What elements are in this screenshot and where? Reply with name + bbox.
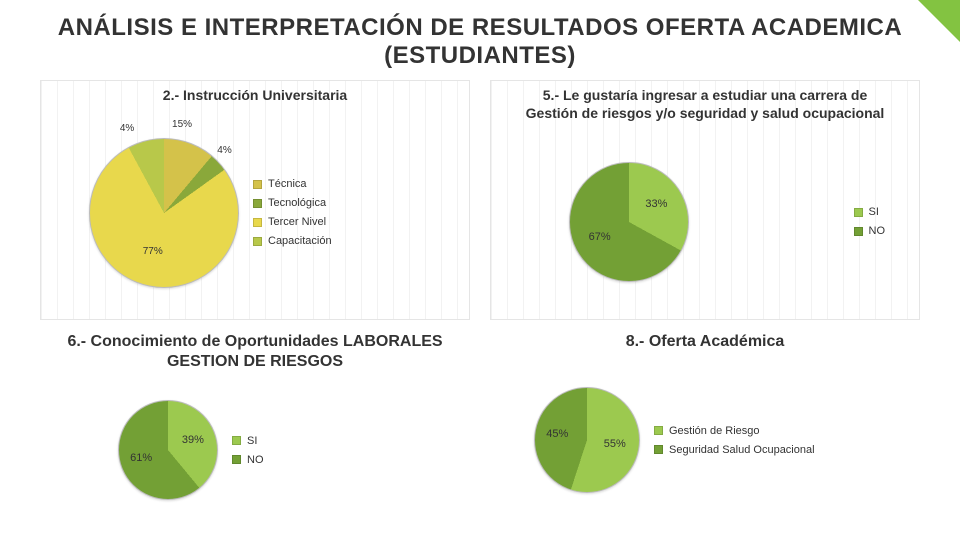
pie-c6: [118, 400, 218, 500]
legend-c6: SI NO: [232, 435, 264, 466]
swatch-icon: [253, 199, 262, 208]
panel-c2: 2.- Instrucción Universitaria 15% 4% 77% 4%…: [40, 80, 470, 320]
pie-slice-label: 39%: [182, 434, 204, 446]
legend-label: NO: [247, 454, 264, 466]
swatch-icon: [654, 426, 663, 435]
legend-label: Seguridad Salud Ocupacional: [669, 444, 815, 456]
swatch-icon: [232, 455, 241, 464]
panel-title-c2: 2.- Instrucción Universitaria: [41, 81, 469, 113]
swatch-icon: [253, 180, 262, 189]
pie-c5: [569, 162, 689, 282]
legend-item: SI: [232, 435, 264, 447]
swatch-icon: [654, 445, 663, 454]
legend-label: SI: [247, 435, 257, 447]
panel-c5: 5.- Le gustaría ingresar a estudiar una …: [490, 80, 920, 320]
panel-title-c6: 6.- Conocimiento de Oportunidades LABORA…: [40, 326, 470, 380]
swatch-icon: [854, 227, 863, 236]
legend-label: Gestión de Riesgo: [669, 425, 760, 437]
legend-c2: Técnica Tecnológica Tercer Nivel Capacit…: [253, 178, 332, 247]
pie-c2: [89, 138, 239, 288]
pie-c8-wrap: 55% 45%: [534, 387, 640, 493]
panel-c6: 6.- Conocimiento de Oportunidades LABORA…: [40, 326, 470, 526]
legend-item: Seguridad Salud Ocupacional: [654, 444, 815, 456]
pie-slice-label: 33%: [645, 198, 667, 210]
page-title: ANÁLISIS E INTERPRETACIÓN DE RESULTADOS …: [0, 0, 960, 76]
legend-label: SI: [869, 206, 879, 218]
pie-slice-label: 4%: [120, 123, 134, 134]
panel-title-c5: 5.- Le gustaría ingresar a estudiar una …: [491, 81, 919, 130]
pie-slice-label: 55%: [604, 438, 626, 450]
legend-item: Capacitación: [253, 235, 332, 247]
legend-label: Capacitación: [268, 235, 332, 247]
pie-slice-label: 15%: [172, 119, 192, 130]
legend-item: SI: [854, 206, 886, 218]
pie-c5-wrap: 33% 67%: [569, 162, 689, 282]
pie-slice-label: 77%: [143, 246, 163, 257]
legend-item: Técnica: [253, 178, 332, 190]
pie-slice-label: 4%: [217, 145, 231, 156]
legend-item: NO: [232, 454, 264, 466]
legend-item: NO: [854, 225, 886, 237]
panel-title-c8: 8.- Oferta Académica: [490, 326, 920, 360]
pie-slice-label: 61%: [130, 452, 152, 464]
legend-c5: SI NO: [854, 206, 886, 237]
legend-c8: Gestión de Riesgo Seguridad Salud Ocupac…: [654, 425, 815, 456]
legend-item: Tercer Nivel: [253, 216, 332, 228]
pie-c6-wrap: 39% 61%: [118, 400, 218, 500]
pie-c2-wrap: 15%4%77%4%: [89, 138, 239, 288]
pie-slice-label: 45%: [546, 428, 568, 440]
swatch-icon: [854, 208, 863, 217]
charts-grid: 2.- Instrucción Universitaria 15% 4% 77% 4%…: [0, 76, 960, 526]
legend-item: Tecnológica: [253, 197, 332, 209]
legend-item: Gestión de Riesgo: [654, 425, 815, 437]
swatch-icon: [253, 218, 262, 227]
swatch-icon: [232, 436, 241, 445]
corner-accent: [918, 0, 960, 42]
legend-label: Tercer Nivel: [268, 216, 326, 228]
swatch-icon: [253, 237, 262, 246]
legend-label: Tecnológica: [268, 197, 326, 209]
legend-label: NO: [869, 225, 886, 237]
panel-c8: 8.- Oferta Académica 55% 45% Gestión de R…: [490, 326, 920, 526]
legend-label: Técnica: [268, 178, 307, 190]
pie-slice-label: 67%: [589, 231, 611, 243]
